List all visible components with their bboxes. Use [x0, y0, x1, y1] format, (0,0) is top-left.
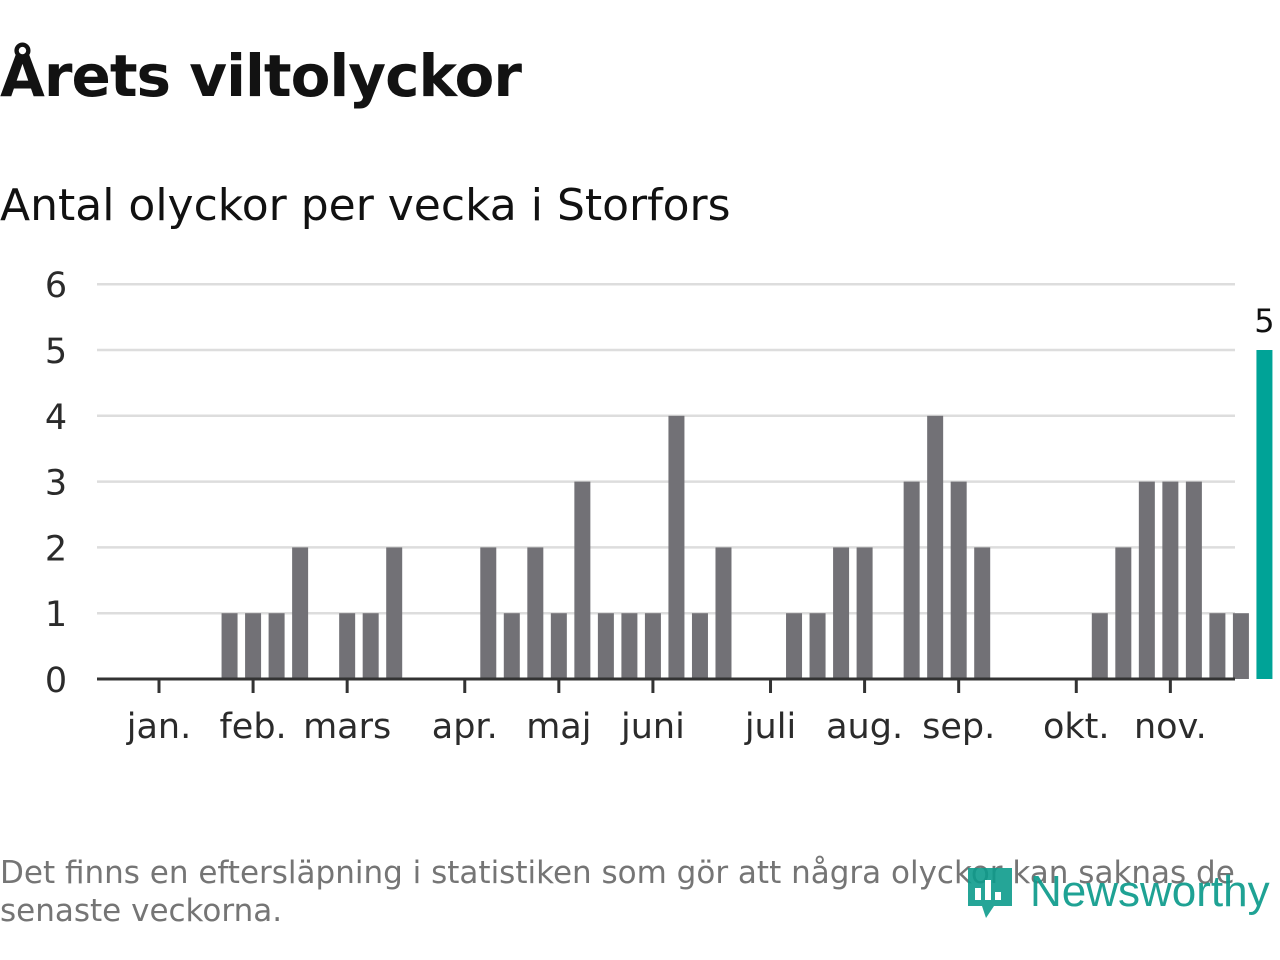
bar	[480, 547, 497, 679]
bar	[833, 547, 850, 679]
bar	[809, 613, 826, 679]
bar	[245, 613, 262, 679]
newsworthy-logo-icon	[968, 868, 1012, 918]
bar	[1162, 481, 1179, 679]
bar	[974, 547, 991, 679]
bar-highlight	[1256, 350, 1273, 679]
y-tick-label: 4	[45, 398, 67, 438]
bar	[927, 415, 944, 679]
x-tick-label: mars	[303, 707, 391, 747]
bar	[644, 613, 661, 679]
y-axis-labels: 0 1 2 3 4 5 6	[45, 266, 67, 701]
y-tick-label: 6	[45, 266, 67, 306]
y-tick-label: 1	[45, 595, 67, 635]
x-tick-label: sep.	[922, 707, 995, 747]
bar	[1091, 613, 1108, 679]
bar	[339, 613, 356, 679]
bar	[1232, 613, 1249, 679]
bar	[597, 613, 614, 679]
bar	[691, 613, 708, 679]
bar	[574, 481, 591, 679]
bar	[903, 481, 920, 679]
bar	[1185, 481, 1202, 679]
bar-chart: 0 1 2 3 4 5 6 jan. feb. mars apr. maj juni juli aug. s…	[45, 266, 1275, 747]
x-axis	[97, 677, 1235, 693]
bar	[268, 613, 285, 679]
bar	[1115, 547, 1132, 679]
x-tick-label: jan.	[126, 707, 191, 747]
x-axis-labels: jan. feb. mars apr. maj juni juli aug. sep. okt. n…	[126, 707, 1207, 747]
y-tick-label: 0	[45, 661, 67, 701]
y-tick-label: 2	[45, 529, 67, 569]
footnote: Det finns en eftersläpning i statistiken…	[0, 855, 1235, 929]
bar	[362, 613, 379, 679]
x-tick-label: juni	[620, 707, 685, 747]
bar	[503, 613, 520, 679]
bar	[550, 613, 567, 679]
bar	[527, 547, 544, 679]
bar	[950, 481, 967, 679]
x-tick-label: feb.	[219, 707, 286, 747]
chart-title: Årets viltolyckor	[0, 42, 522, 110]
x-tick-label: apr.	[432, 707, 498, 747]
y-tick-label: 3	[45, 464, 67, 504]
bar	[292, 547, 309, 679]
annotations: 5	[1254, 302, 1274, 340]
x-tick-label: maj	[526, 707, 591, 747]
x-tick-label: okt.	[1043, 707, 1110, 747]
bar	[668, 415, 685, 679]
bar	[621, 613, 638, 679]
logo-text: Newsworthy	[1030, 867, 1270, 916]
x-tick-label: aug.	[826, 707, 903, 747]
bar	[786, 613, 803, 679]
gridlines	[97, 282, 1235, 615]
x-tick-label: juli	[744, 707, 796, 747]
bar-value-label: 5	[1254, 302, 1274, 340]
bar	[1138, 481, 1155, 679]
bar	[386, 547, 403, 679]
bar	[856, 547, 873, 679]
newsworthy-logo: Newsworthy	[964, 862, 1270, 922]
bar	[221, 613, 238, 679]
bar	[715, 547, 732, 679]
bar	[1209, 613, 1226, 679]
chart-subtitle: Antal olyckor per vecka i Storfors	[0, 180, 731, 231]
x-tick-label: nov.	[1134, 707, 1207, 747]
bars	[221, 350, 1273, 679]
y-tick-label: 5	[45, 332, 67, 372]
